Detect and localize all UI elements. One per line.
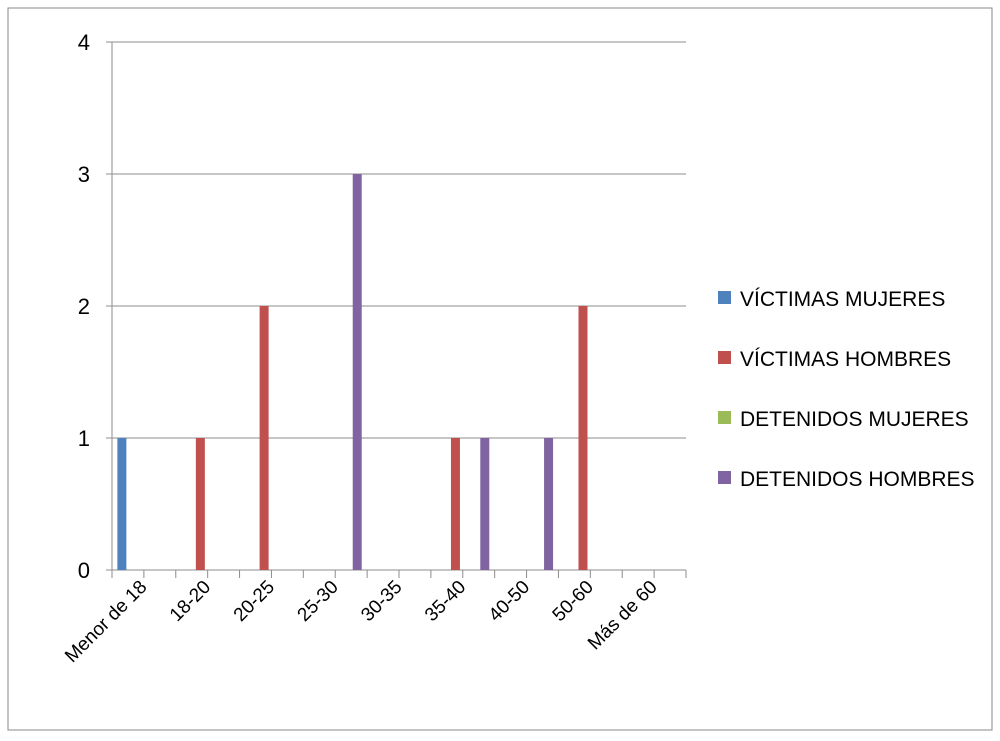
y-tick-label: 1 [78,426,90,451]
axes [106,41,687,578]
legend-swatch [718,291,731,304]
bar [578,306,588,570]
legend-label: DETENIDOS HOMBRES [740,468,975,491]
chart-border [7,7,993,731]
bar [117,438,127,570]
legend-label: VÍCTIMAS HOMBRES [740,348,951,371]
bars [117,174,588,570]
legend: VÍCTIMAS MUJERES VÍCTIMAS HOMBRES DETENIDO… [718,288,975,491]
bar [259,306,269,570]
legend-swatch [718,411,731,424]
bar [450,438,460,570]
legend-label: VÍCTIMAS MUJERES [740,288,945,311]
y-tick-label: 3 [78,162,90,187]
y-tick-label: 4 [78,30,90,55]
bar [352,174,362,570]
bar [480,438,490,570]
grid-lines [112,41,686,439]
y-tick-label: 0 [78,558,90,583]
y-tick-labels: 0 1 2 3 4 [78,30,90,583]
bar [195,438,205,570]
legend-swatch [718,471,731,484]
legend-swatch [718,351,731,364]
bar [544,438,554,570]
y-tick-label: 2 [78,294,90,319]
legend-label: DETENIDOS MUJERES [740,408,969,431]
